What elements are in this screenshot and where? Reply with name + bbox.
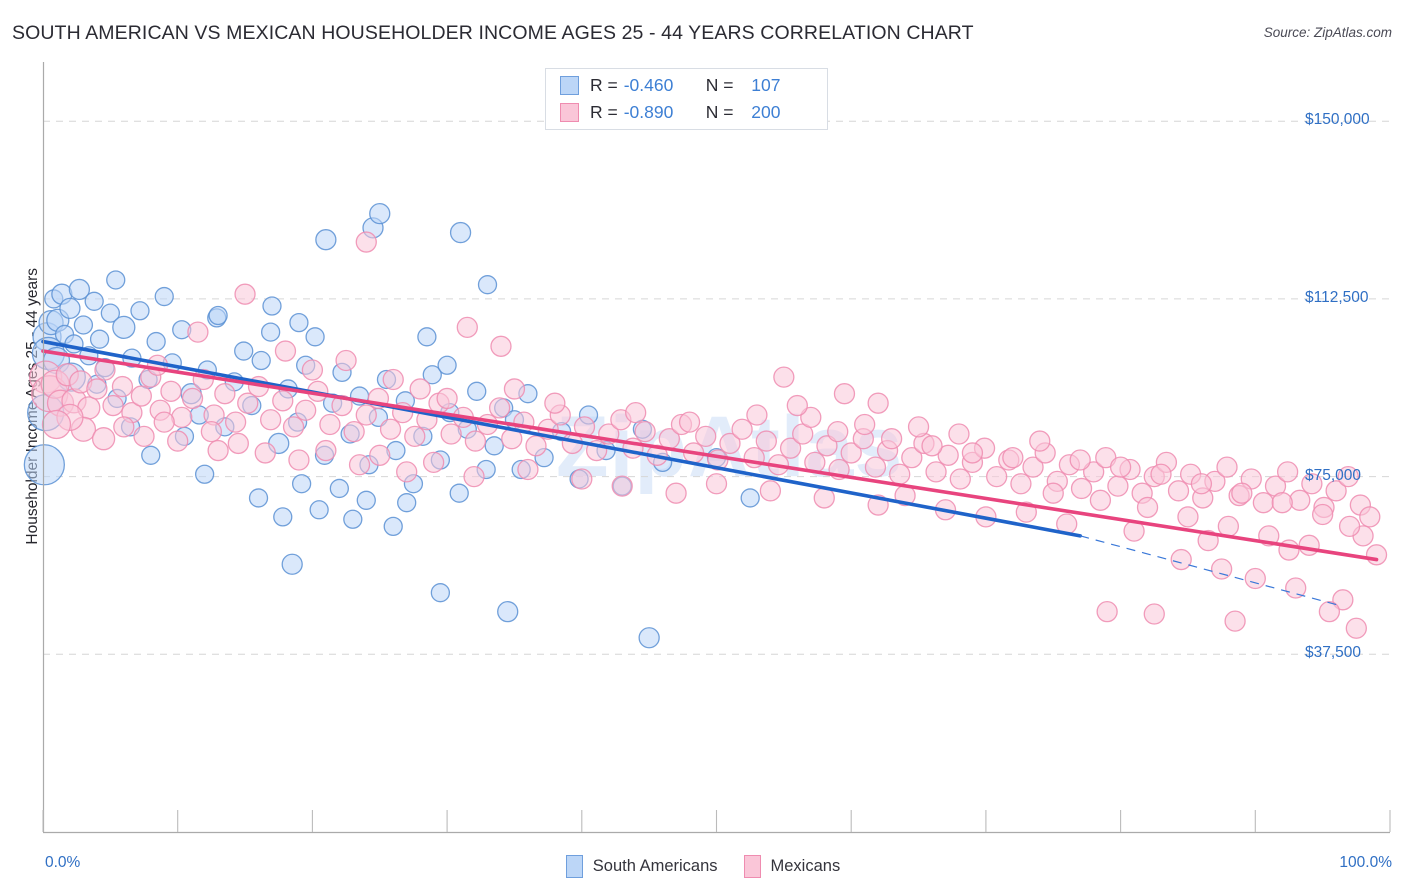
source-label: Source: ZipAtlas.com — [1263, 25, 1392, 40]
legend-swatch-mexicans — [743, 855, 761, 878]
legend-label-mexicans: Mexicans — [770, 857, 841, 875]
plot-area — [23, 62, 1391, 834]
legend-item-mexicans[interactable]: Mexicans — [743, 855, 841, 878]
x-axis-max-label: 100.0% — [1339, 854, 1392, 871]
stat-n-label-mexicans: N = — [705, 102, 734, 122]
series-legend: South Americans Mexicans — [0, 855, 1406, 878]
stat-r-value-mexicans: -0.890 — [623, 102, 674, 122]
correlation-stats-box: R = -0.460 N = 107 R = -0.890 N = 200 — [545, 68, 828, 130]
stat-n-value-mexicans: 200 — [751, 102, 781, 122]
stat-r-value-south-americans: -0.460 — [623, 75, 674, 95]
page-title: SOUTH AMERICAN VS MEXICAN HOUSEHOLDER IN… — [12, 22, 974, 44]
stat-r-label-south-americans: R = — [590, 75, 618, 95]
stat-n-value-south-americans: 107 — [751, 75, 781, 95]
stat-swatch-south-americans — [560, 76, 579, 95]
stat-row-mexicans: R = -0.890 N = 200 — [560, 99, 827, 126]
legend-swatch-south-americans — [565, 855, 583, 878]
axis-lines — [42, 62, 1391, 834]
stat-swatch-mexicans — [560, 103, 579, 122]
y-axis-tick-label: $112,500 — [1305, 288, 1369, 306]
y-axis-tick-label: $75,000 — [1305, 466, 1362, 484]
y-axis-tick-label: $150,000 — [1305, 111, 1370, 129]
stat-r-label-mexicans: R = — [590, 102, 618, 122]
stat-row-south-americans: R = -0.460 N = 107 — [560, 72, 827, 99]
y-axis-tick-label: $37,500 — [1305, 644, 1362, 662]
stat-n-label-south-americans: N = — [705, 75, 734, 95]
legend-item-south-americans[interactable]: South Americans — [565, 855, 718, 878]
trendlines — [41, 339, 1379, 606]
legend-label-south-americans: South Americans — [592, 857, 718, 875]
x-axis-min-label: 0.0% — [45, 854, 81, 871]
